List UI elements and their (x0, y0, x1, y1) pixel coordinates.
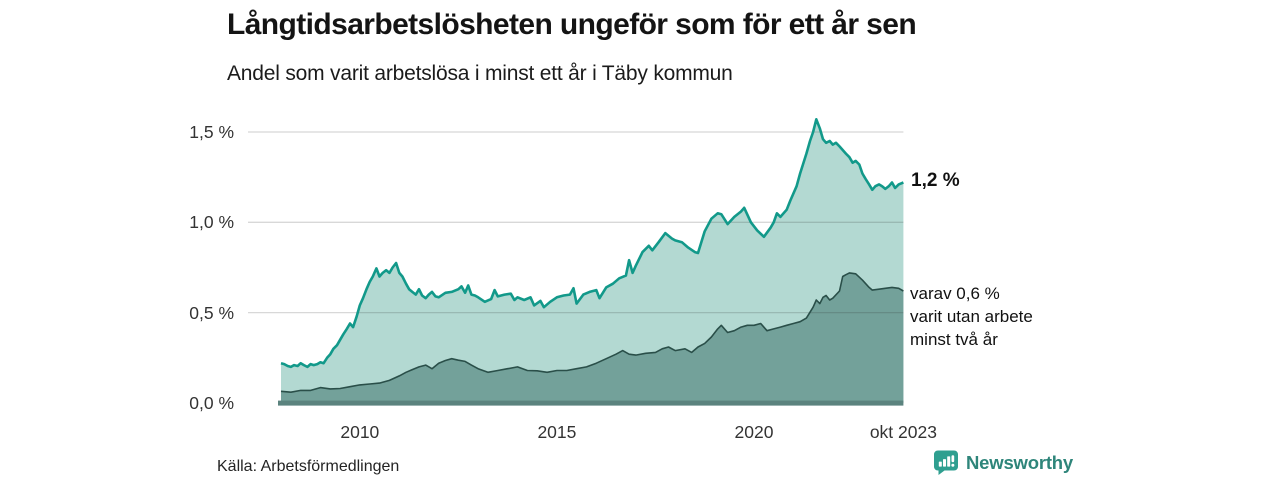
series-end-label-total: 1,2 % (911, 170, 960, 191)
y-tick-label: 1,0 % (189, 212, 234, 233)
x-tick-label: 2020 (734, 422, 774, 442)
newsworthy-icon (934, 450, 958, 475)
chart-title: Långtidsarbetslösheten ungeför som för e… (227, 8, 917, 41)
chart-subtitle: Andel som varit arbetslösa i minst ett å… (227, 62, 733, 85)
newsworthy-wordmark: Newsworthy (966, 451, 1073, 473)
source-note: Källa: Arbetsförmedlingen (217, 458, 400, 475)
x-tick-label: okt 2023 (869, 422, 937, 442)
y-tick-label: 0,0 % (189, 393, 234, 413)
series-area-1 (281, 272, 904, 403)
x-tick-label: 2015 (537, 422, 577, 442)
series-annotation-two-years: varav 0,6 % varit utan arbete minst två … (910, 284, 1033, 349)
y-tick-label: 0,5 % (189, 302, 234, 323)
y-tick-label: 1,5 % (189, 121, 234, 142)
newsworthy-logo: Newsworthy (933, 449, 1073, 476)
series-line-0 (280, 118, 904, 369)
x-axis-line (278, 400, 904, 406)
x-tick-label: 2010 (340, 422, 380, 442)
series-line-1 (280, 272, 904, 393)
